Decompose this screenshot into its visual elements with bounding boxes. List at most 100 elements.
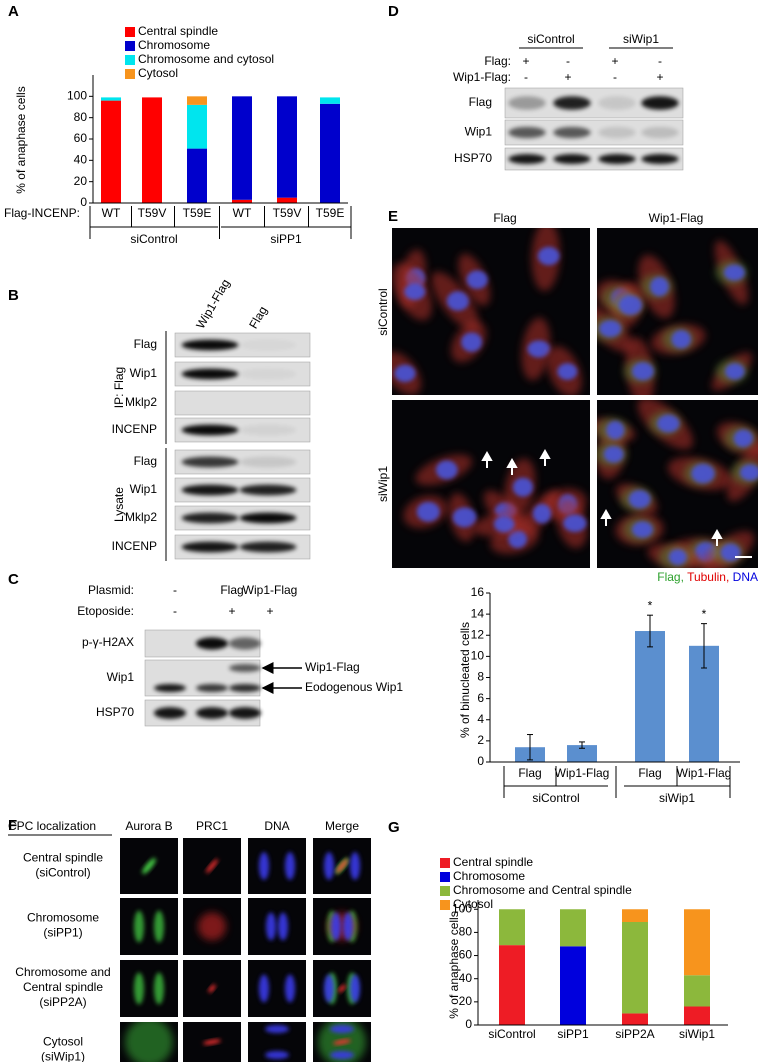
y-tick-label: 100 — [452, 901, 472, 915]
cell-nucleus — [657, 414, 680, 433]
y-axis-label: % of binucleated cells — [458, 622, 472, 738]
bar-segment — [101, 100, 121, 203]
x-tick-label: T59V — [138, 206, 167, 220]
x-tick-label: Wip1-Flag — [555, 766, 610, 780]
cell-nucleus — [557, 363, 578, 380]
y-tick-label: 40 — [459, 971, 473, 985]
prc1 — [203, 1039, 221, 1045]
cell-nucleus — [435, 460, 458, 480]
condition-label: Flag: — [484, 54, 511, 68]
image-background — [248, 898, 306, 955]
prc1 — [198, 912, 226, 941]
x-tick-label: Flag — [518, 766, 541, 780]
cell-nucleus — [720, 543, 741, 562]
bar-segment — [101, 97, 121, 101]
x-tick-label: WT — [233, 206, 252, 220]
dna — [324, 974, 334, 1003]
row-label: siControl — [376, 288, 390, 335]
bar-segment — [277, 197, 297, 203]
image-background — [120, 898, 178, 955]
row-label: (siControl) — [35, 866, 90, 880]
aurora-b — [134, 972, 144, 1005]
bar-segment — [499, 945, 525, 1025]
cell-nucleus — [631, 362, 654, 381]
row-label: INCENP — [112, 422, 157, 436]
y-tick-label: 80 — [459, 925, 473, 939]
row-label: (siWip1) — [41, 1050, 85, 1062]
blot-band — [228, 707, 262, 719]
micrograph — [597, 228, 758, 395]
blot-band — [508, 126, 546, 139]
cell-nucleus — [628, 490, 651, 509]
bar — [635, 631, 665, 762]
blot-band — [239, 484, 297, 496]
x-tick-label: T59E — [183, 206, 212, 220]
bar-segment — [684, 975, 710, 1007]
row-label: HSP70 — [96, 705, 134, 719]
image-caption: Flag, Tubulin, DNA — [657, 570, 758, 584]
dna — [331, 912, 341, 941]
bar-segment — [277, 96, 297, 198]
group-label: siControl — [130, 232, 177, 246]
blot-band — [598, 126, 636, 139]
cell-nucleus — [508, 530, 527, 549]
y-tick-label: 40 — [74, 153, 88, 167]
panel-label: C — [8, 571, 19, 588]
row-label: Mklp2 — [125, 395, 157, 409]
x-prefix-label: Flag-INCENP: — [4, 206, 80, 220]
column-label: Merge — [325, 819, 359, 833]
cell-nucleus — [461, 332, 483, 352]
row-label: siWip1 — [376, 466, 390, 502]
bar-segment — [684, 909, 710, 976]
column-label: Flag — [246, 304, 270, 331]
y-tick-label: 0 — [80, 195, 87, 209]
x-tick-label: Wip1-Flag — [677, 766, 732, 780]
blot-band — [181, 512, 239, 524]
x-tick-label: siPP1 — [557, 1027, 589, 1041]
cell-nucleus — [404, 283, 426, 301]
row-label: Central spindle — [23, 851, 103, 865]
y-tick-label: 12 — [471, 627, 485, 641]
cell-nucleus — [563, 514, 587, 532]
prc1 — [206, 858, 218, 874]
panel-label: G — [388, 819, 400, 836]
cell-nucleus — [394, 364, 416, 383]
prc1 — [333, 1039, 351, 1045]
row-label: Wip1 — [130, 366, 158, 380]
dna — [265, 1051, 289, 1059]
bar-segment — [560, 909, 586, 947]
micrograph — [392, 228, 590, 395]
group-label: siControl — [532, 791, 579, 805]
row-label: Chromosome — [27, 911, 99, 925]
blot-band — [229, 664, 261, 672]
aurora-b — [125, 1022, 173, 1062]
y-tick-label: 10 — [471, 649, 485, 663]
y-tick-label: 0 — [477, 754, 484, 768]
cell-nucleus — [527, 340, 551, 358]
bar-segment — [142, 97, 162, 203]
condition-label: Etoposide: — [77, 604, 134, 618]
y-tick-label: 16 — [471, 585, 485, 599]
dna — [350, 974, 360, 1003]
y-tick-label: 4 — [477, 712, 484, 726]
prc1 — [336, 858, 348, 874]
micrograph — [183, 960, 241, 1017]
micrograph — [248, 898, 306, 955]
x-tick-label: WT — [102, 206, 121, 220]
micrograph — [183, 1022, 241, 1062]
blot-band — [598, 96, 636, 110]
blot-band — [239, 456, 297, 468]
blot-band — [239, 424, 297, 436]
bar-segment — [622, 921, 648, 1014]
cell-nucleus — [532, 503, 552, 524]
aurora-b — [142, 858, 156, 874]
column-label: PRC1 — [196, 819, 228, 833]
caption-part: Flag, — [657, 570, 684, 584]
arrow-label: Eodogenous Wip1 — [305, 680, 403, 694]
micrograph — [183, 898, 241, 955]
group-label: siPP1 — [270, 232, 302, 246]
group-label: siWip1 — [623, 32, 659, 46]
cell-nucleus — [537, 246, 560, 266]
legend-swatch — [125, 27, 135, 37]
